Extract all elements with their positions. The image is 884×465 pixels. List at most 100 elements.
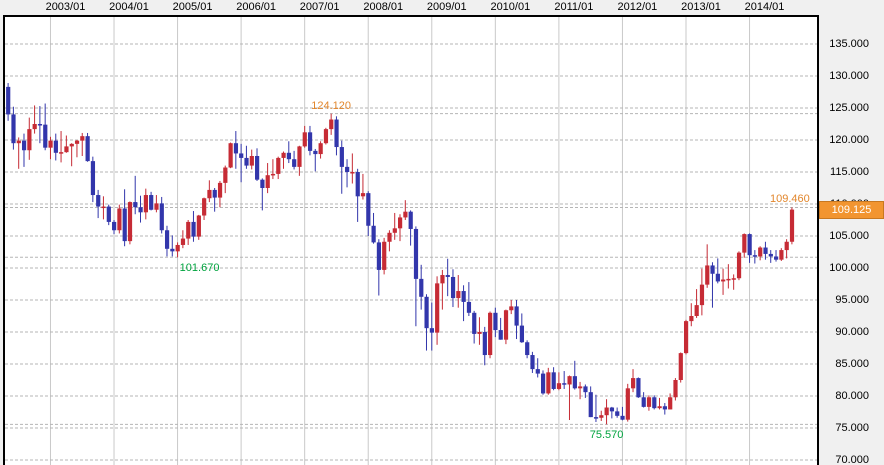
candle-body-2006/07 [270,173,276,176]
candle-body-2012/06 [646,397,652,407]
candle-body-2012/03 [631,378,636,389]
time-axis-label: 2012/01 [617,1,658,13]
candle-body-2005/01 [175,244,180,252]
candle-wick [659,397,661,410]
candle-body-2005/09 [217,182,223,198]
candle-body-2007/09 [345,166,350,172]
candle-body-2002/08 [21,140,27,151]
candle-body-2009/09 [472,312,477,334]
candle-body-2013/11 [736,252,742,279]
time-axis-label: 2003/01 [45,1,86,13]
candle-body-2008/06 [392,228,397,233]
candle-body-2008/03 [376,242,382,270]
candle-body-2003/02 [53,140,58,153]
candle-wick [394,212,396,240]
price-axis-label: 135.000 [829,38,869,50]
candle-body-2002/07 [16,140,21,144]
candle-body-2007/07 [334,119,339,148]
candle-body-2003/10 [96,195,101,207]
candle-wick [563,371,565,389]
candle-body-2002/06 [11,114,16,144]
candle-wick [288,141,290,164]
candle-body-2008/07 [398,217,403,229]
candle-body-2003/08 [85,136,90,162]
candle-wick [595,394,597,422]
candle-body-2004/10 [159,203,164,231]
candle-body-2008/02 [371,225,376,243]
candle-body-2007/10 [350,172,355,174]
candle-body-2009/02 [435,283,440,333]
time-axis-label: 2006/01 [236,1,276,13]
candle-wick [574,360,576,390]
candle-body-2007/01 [302,132,307,147]
candle-wick [214,188,216,212]
candle-body-2009/03 [440,275,445,284]
candle-body-2012/08 [657,406,662,409]
candle-body-2012/04 [636,378,641,398]
candle-body-2003/01 [48,140,53,148]
candle-body-2007/03 [313,150,318,155]
candle-body-2005/04 [191,221,196,237]
candle-wick [282,151,284,169]
candle-body-2012/10 [668,397,673,410]
candle-body-2002/11 [37,124,43,126]
candle-body-2010/06 [519,325,525,343]
candle-body-2004/12 [170,248,175,252]
price-axis-label: 105.000 [829,230,869,242]
candle-body-2008/08 [403,211,408,218]
candle-body-2012/12 [678,353,683,380]
candle-body-2009/12 [488,312,493,356]
candle-body-2013/01 [683,321,689,354]
candle-body-2005/06 [202,198,207,216]
candle-wick [568,375,570,420]
candle-wick [351,153,353,184]
price-axis-label: 125.000 [829,102,869,114]
candle-body-2010/08 [530,355,535,370]
candle-wick [696,289,698,318]
candle-wick [76,140,78,158]
candle-wick [690,303,692,327]
candle-body-2013/05 [705,265,710,285]
candle-body-2005/11 [228,143,233,168]
candle-body-2009/08 [466,301,472,313]
candle-wick [621,406,623,421]
candle-body-2006/09 [281,152,286,158]
price-axis-label: 95.000 [835,294,869,306]
low-annotation-75.570: 75.570 [589,429,624,442]
candle-body-2009/07 [461,291,466,302]
candle-body-2006/10 [286,152,291,160]
candle-body-2013/07 [715,273,720,282]
candle-body-2004/07 [143,195,148,213]
current-price-value: 109.125 [831,203,872,216]
candle-wick [468,282,470,316]
candle-wick [478,317,480,345]
price-axis-label: 80.000 [835,390,869,402]
candle-wick [81,132,83,156]
candle-body-2004/05 [133,202,138,208]
candle-body-2011/07 [588,392,593,418]
candle-body-2005/02 [180,238,186,245]
candle-body-2002/05 [6,86,11,115]
candle-body-2008/09 [408,211,413,229]
candle-body-2014/02 [752,255,758,257]
time-axis-label: 2009/01 [426,1,467,13]
candle-body-2002/10 [32,124,37,130]
candle-body-2009/11 [482,332,487,356]
candle-wick [134,175,136,215]
candle-wick [441,269,443,310]
candle-body-2007/04 [318,143,323,155]
candle-body-2010/07 [525,342,530,356]
candle-body-2009/01 [429,328,434,333]
candle-body-2006/05 [260,179,265,188]
candle-wick [722,268,724,295]
candle-wick [727,264,729,289]
high-annotation-109.460: 109.460 [770,193,810,206]
candle-body-2014/03 [758,247,763,257]
candle-body-2005/10 [223,167,228,183]
candle-wick [34,105,36,134]
candle-wick [717,258,719,284]
candle-body-2007/11 [355,172,360,197]
candle-body-2006/11 [292,159,297,167]
candle-body-2003/07 [80,136,85,141]
